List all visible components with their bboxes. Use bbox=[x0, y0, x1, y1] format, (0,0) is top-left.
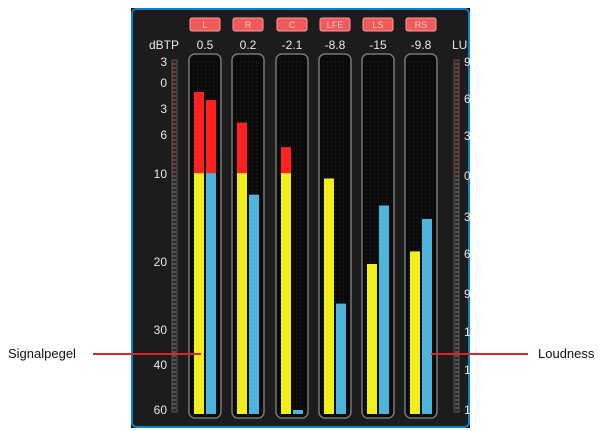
channel-button-c bbox=[276, 17, 308, 32]
loudness-callout: Loudness bbox=[538, 346, 595, 361]
loudness-over-segment bbox=[206, 100, 216, 174]
right-scale-label: 3 bbox=[464, 129, 470, 143]
meter-column bbox=[231, 53, 265, 419]
loudness-bar bbox=[422, 219, 432, 414]
signal-bar bbox=[410, 251, 420, 414]
loudness-bar bbox=[249, 194, 259, 414]
loudness-bar bbox=[206, 173, 216, 414]
channel-button-l bbox=[189, 17, 221, 32]
left-scale-label: 6 bbox=[160, 128, 167, 142]
signal-over-segment bbox=[194, 92, 204, 174]
peak-readout: -2.1 bbox=[282, 38, 303, 52]
left-scale-label: 40 bbox=[154, 358, 168, 372]
channel-button-ls bbox=[362, 17, 394, 32]
loudness-meter-panel: dBTPLU303610203040609630369121518L0.5R0.… bbox=[131, 8, 470, 428]
signalpegel-callout: Signalpegel bbox=[8, 346, 76, 361]
left-scale-label: 3 bbox=[160, 102, 167, 116]
channel-button-lfe bbox=[319, 17, 351, 32]
signal-bar bbox=[194, 173, 204, 414]
right-scale-label: 6 bbox=[464, 247, 470, 261]
meter-column bbox=[188, 53, 222, 419]
signal-bar bbox=[281, 173, 291, 414]
loudness-callout-line bbox=[431, 353, 528, 355]
meter-column bbox=[318, 53, 352, 419]
channel-label: LFE bbox=[327, 20, 344, 30]
peak-readout: 0.2 bbox=[240, 38, 257, 52]
right-scale-label: 18 bbox=[464, 403, 470, 417]
left-scale-label: 3 bbox=[160, 55, 167, 69]
peak-readout: -8.8 bbox=[325, 38, 346, 52]
channel-label: RS bbox=[415, 20, 428, 30]
peak-readout: -15 bbox=[369, 38, 387, 52]
right-scale-label: 9 bbox=[464, 55, 470, 69]
right-scale-label: 9 bbox=[464, 287, 470, 301]
left-scale-label: 60 bbox=[154, 403, 168, 417]
meter-column bbox=[404, 53, 438, 419]
signal-over-segment bbox=[281, 147, 291, 174]
right-scale-label: 15 bbox=[464, 363, 470, 377]
meter-graphic: dBTPLU303610203040609630369121518L0.5R0.… bbox=[131, 8, 470, 428]
loudness-bar bbox=[379, 205, 389, 414]
left-scale-label: 0 bbox=[160, 76, 167, 90]
right-scale-label: 12 bbox=[464, 325, 470, 339]
left-scale-label: 30 bbox=[154, 323, 168, 337]
right-scale-label: 6 bbox=[464, 92, 470, 106]
channel-button-r bbox=[232, 17, 264, 32]
channel-button-rs bbox=[405, 17, 437, 32]
meter-column bbox=[361, 53, 395, 419]
right-scale-label: 3 bbox=[464, 210, 470, 224]
signal-bar bbox=[324, 178, 334, 414]
channel-label: C bbox=[289, 20, 296, 30]
signalpegel-callout-line bbox=[93, 353, 201, 355]
signal-bar bbox=[367, 264, 377, 414]
right-scale-label: 0 bbox=[464, 169, 470, 183]
lu-unit-label: LU bbox=[452, 38, 467, 52]
peak-readout: 0.5 bbox=[197, 38, 214, 52]
loudness-bar bbox=[336, 303, 346, 414]
dbtp-unit-label: dBTP bbox=[149, 38, 179, 52]
left-scale-label: 10 bbox=[154, 167, 168, 181]
loudness-bar bbox=[293, 410, 303, 414]
signal-bar bbox=[237, 173, 247, 414]
peak-readout: -9.8 bbox=[411, 38, 432, 52]
channel-label: R bbox=[245, 20, 252, 30]
channel-label: LS bbox=[372, 20, 383, 30]
channel-label: L bbox=[202, 20, 207, 30]
left-scale-label: 20 bbox=[154, 255, 168, 269]
meter-column bbox=[275, 53, 309, 419]
signal-over-segment bbox=[237, 122, 247, 174]
